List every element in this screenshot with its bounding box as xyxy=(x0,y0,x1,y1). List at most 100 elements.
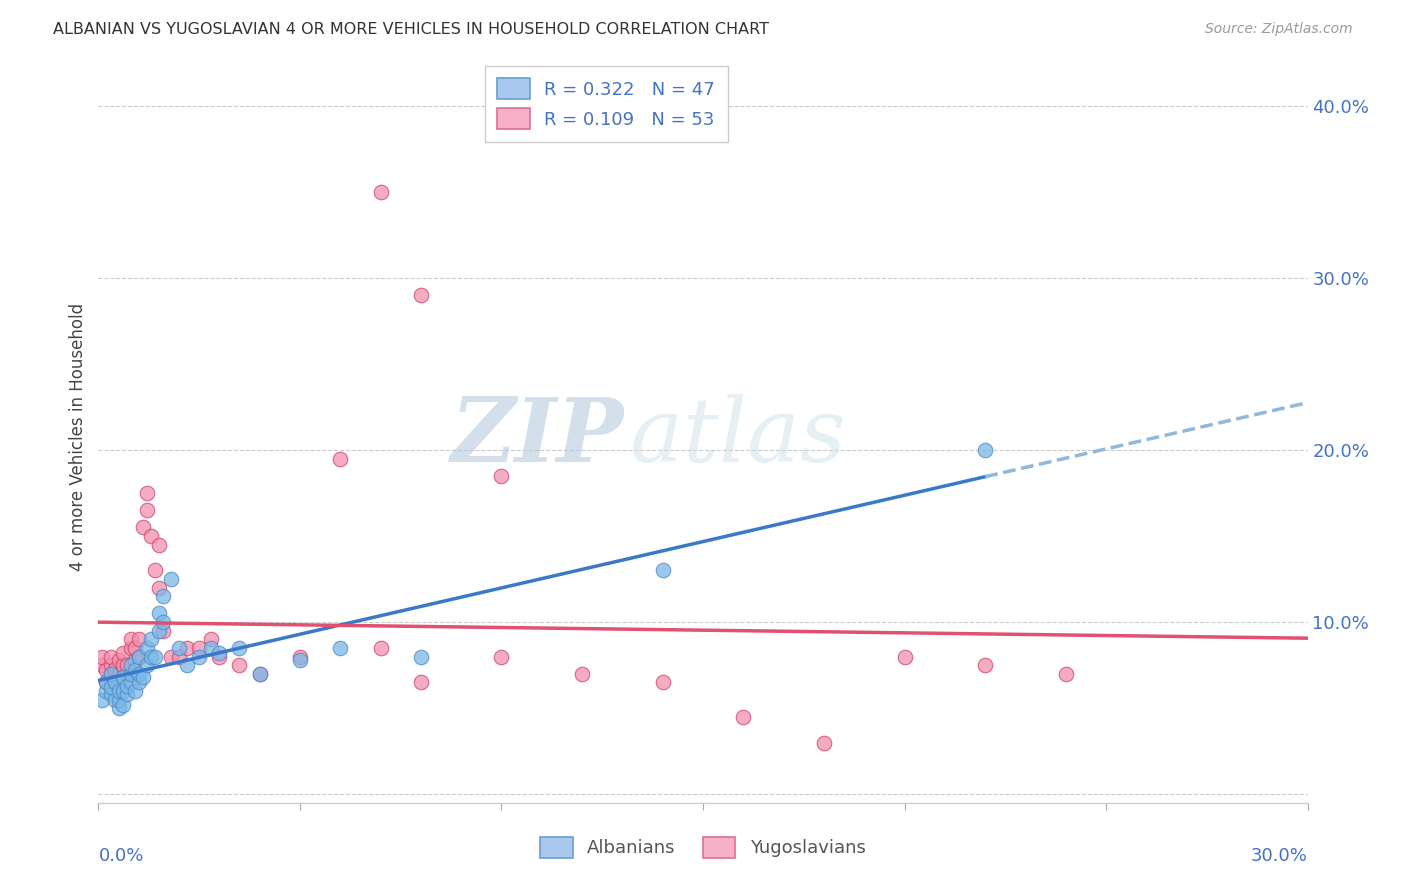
Point xyxy=(143,564,166,578)
Point xyxy=(103,692,125,706)
Point xyxy=(571,666,593,681)
Point xyxy=(135,640,157,655)
Text: ZIP: ZIP xyxy=(451,394,624,480)
Point xyxy=(249,666,271,681)
Point xyxy=(120,632,142,647)
Point xyxy=(135,486,157,500)
Point xyxy=(148,624,170,638)
Point xyxy=(409,288,432,302)
Point xyxy=(139,649,162,664)
Point xyxy=(329,640,352,655)
Point xyxy=(96,684,118,698)
Point xyxy=(167,640,190,655)
Point xyxy=(107,684,129,698)
Point xyxy=(135,503,157,517)
Point xyxy=(249,666,271,681)
Point xyxy=(124,640,146,655)
Text: Source: ZipAtlas.com: Source: ZipAtlas.com xyxy=(1205,22,1353,37)
Point xyxy=(132,670,155,684)
Point xyxy=(124,653,146,667)
Point xyxy=(228,640,250,655)
Point xyxy=(103,662,125,676)
Point xyxy=(128,632,150,647)
Legend: Albanians, Yugoslavians: Albanians, Yugoslavians xyxy=(531,828,875,867)
Point xyxy=(135,658,157,673)
Point xyxy=(288,653,311,667)
Point xyxy=(111,646,134,660)
Text: 30.0%: 30.0% xyxy=(1251,847,1308,864)
Point xyxy=(124,663,146,677)
Point xyxy=(152,589,174,603)
Point xyxy=(167,649,190,664)
Point xyxy=(91,692,114,706)
Point xyxy=(100,666,122,681)
Point xyxy=(111,670,134,684)
Point xyxy=(96,675,118,690)
Point xyxy=(124,684,146,698)
Point xyxy=(288,649,311,664)
Point xyxy=(329,451,352,466)
Point xyxy=(893,649,915,664)
Point xyxy=(409,649,432,664)
Point xyxy=(200,640,222,655)
Point xyxy=(188,649,211,664)
Point xyxy=(91,658,114,673)
Point xyxy=(160,649,183,664)
Point xyxy=(107,675,129,690)
Point xyxy=(132,520,155,534)
Point xyxy=(200,632,222,647)
Text: atlas: atlas xyxy=(630,393,846,481)
Point xyxy=(409,675,432,690)
Point xyxy=(491,468,513,483)
Point xyxy=(115,679,138,693)
Text: ALBANIAN VS YUGOSLAVIAN 4 OR MORE VEHICLES IN HOUSEHOLD CORRELATION CHART: ALBANIAN VS YUGOSLAVIAN 4 OR MORE VEHICL… xyxy=(53,22,769,37)
Point xyxy=(370,640,392,655)
Point xyxy=(115,666,138,681)
Point xyxy=(120,640,142,655)
Point xyxy=(111,684,134,698)
Point xyxy=(120,666,142,681)
Point xyxy=(148,538,170,552)
Point xyxy=(107,666,129,681)
Point xyxy=(96,675,118,690)
Point xyxy=(100,666,122,681)
Point xyxy=(111,698,134,712)
Point xyxy=(370,185,392,199)
Y-axis label: 4 or more Vehicles in Household: 4 or more Vehicles in Household xyxy=(69,303,87,571)
Point xyxy=(103,675,125,690)
Point xyxy=(813,735,835,749)
Point xyxy=(152,615,174,629)
Point xyxy=(107,701,129,715)
Point xyxy=(733,710,755,724)
Point xyxy=(91,649,114,664)
Point xyxy=(115,687,138,701)
Point xyxy=(128,649,150,664)
Point xyxy=(107,692,129,706)
Point xyxy=(651,675,673,690)
Point xyxy=(974,658,997,673)
Point xyxy=(120,675,142,690)
Point xyxy=(176,658,198,673)
Point xyxy=(228,658,250,673)
Point xyxy=(491,649,513,664)
Point xyxy=(128,675,150,690)
Point xyxy=(148,607,170,621)
Point xyxy=(188,640,211,655)
Point xyxy=(120,658,142,673)
Point xyxy=(148,581,170,595)
Point xyxy=(139,529,162,543)
Point xyxy=(111,658,134,673)
Point xyxy=(100,649,122,664)
Point xyxy=(128,666,150,681)
Point xyxy=(139,632,162,647)
Point xyxy=(160,572,183,586)
Point xyxy=(100,681,122,695)
Text: 0.0%: 0.0% xyxy=(98,847,143,864)
Point xyxy=(100,687,122,701)
Point xyxy=(103,670,125,684)
Point xyxy=(974,442,997,457)
Point xyxy=(100,658,122,673)
Point xyxy=(107,653,129,667)
Point xyxy=(96,663,118,677)
Point xyxy=(208,646,231,660)
